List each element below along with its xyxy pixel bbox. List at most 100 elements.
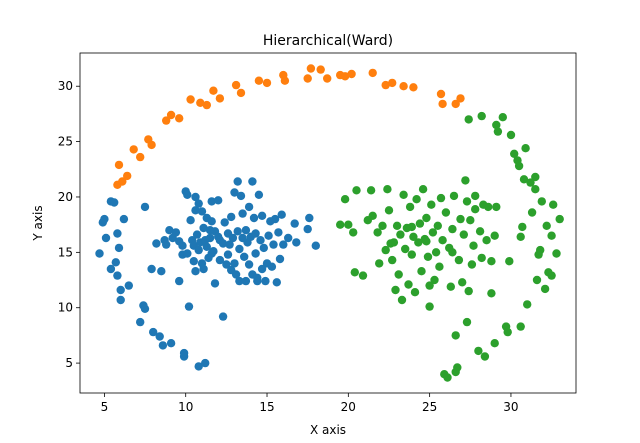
- scatter-point: [227, 212, 236, 222]
- scatter-point: [471, 191, 480, 201]
- scatter-point: [136, 317, 145, 327]
- y-tick-label: 20: [58, 190, 73, 204]
- scatter-point: [368, 211, 377, 220]
- scatter-point: [305, 213, 314, 223]
- scatter-point: [446, 282, 455, 291]
- x-tick-label: 20: [341, 400, 356, 414]
- scatter-point: [428, 228, 438, 237]
- scatter-point: [526, 178, 535, 187]
- scatter-point: [230, 188, 239, 197]
- scatter-point: [186, 95, 195, 104]
- scatter-point: [340, 72, 350, 81]
- scatter-point: [373, 228, 382, 237]
- scatter-point: [401, 244, 410, 254]
- scatter-point: [422, 213, 431, 223]
- scatter-point: [235, 244, 244, 254]
- scatter-point: [523, 300, 532, 309]
- scatter-point: [441, 208, 451, 217]
- scatter-point: [149, 327, 158, 337]
- scatter-point: [542, 221, 551, 230]
- scatter-point: [191, 267, 200, 276]
- scatter-point: [480, 352, 490, 361]
- scatter-point: [407, 250, 416, 259]
- scatter-point: [399, 190, 408, 199]
- scatter-point: [113, 229, 122, 238]
- scatter-point: [484, 202, 493, 212]
- scatter-point: [531, 172, 540, 182]
- scatter-point: [201, 358, 210, 368]
- scatter-point: [487, 289, 496, 298]
- scatter-point: [409, 83, 418, 92]
- scatter-point: [347, 69, 356, 79]
- scatter-point: [453, 363, 462, 372]
- scatter-point: [516, 232, 525, 241]
- scatter-point: [116, 285, 125, 295]
- scatter-point: [378, 221, 387, 230]
- scatter-point: [383, 185, 392, 194]
- scatter-point: [254, 76, 264, 85]
- scatter-point: [269, 240, 278, 249]
- scatter-point: [275, 254, 285, 264]
- scatter-point: [531, 185, 540, 194]
- scatter-point: [233, 227, 242, 236]
- scatter-point: [114, 160, 124, 170]
- scatter-point: [427, 200, 436, 209]
- scatter-point: [114, 243, 124, 253]
- scatter-point: [456, 94, 465, 103]
- scatter-point: [435, 262, 444, 271]
- scatter-point: [443, 373, 452, 382]
- scatter-point: [119, 214, 129, 224]
- scatter-point: [404, 280, 413, 289]
- scatter-point: [519, 175, 529, 184]
- scatter-point: [466, 216, 475, 225]
- scatter-point: [162, 240, 171, 249]
- scatter-point: [223, 250, 233, 259]
- scatter-point: [358, 271, 368, 280]
- scatter-point: [349, 228, 358, 237]
- scatter-point: [388, 78, 397, 88]
- scatter-point: [477, 253, 486, 263]
- scatter-point: [218, 239, 228, 248]
- scatter-point: [498, 113, 507, 122]
- scatter-point: [194, 362, 203, 371]
- scatter-point: [259, 243, 268, 253]
- scatter-point: [155, 332, 164, 341]
- scatter-point: [272, 278, 281, 287]
- scatter-point: [422, 237, 431, 246]
- scatter-point: [262, 78, 272, 88]
- scatter-point: [129, 145, 138, 154]
- scatter-point: [505, 257, 514, 266]
- scatter-point: [231, 80, 241, 90]
- scatter-point: [303, 224, 312, 234]
- scatter-point: [147, 264, 156, 274]
- scatter-point: [436, 193, 446, 203]
- scatter-point: [388, 255, 397, 265]
- scatter-point: [183, 190, 192, 199]
- scatter-point: [415, 219, 425, 228]
- scatter-point: [257, 211, 267, 220]
- scatter-point: [158, 341, 168, 350]
- scatter-point: [490, 339, 499, 348]
- scatter-point: [462, 197, 472, 206]
- scatter-point: [344, 220, 353, 229]
- scatter-point: [194, 199, 203, 208]
- scatter-point: [251, 249, 260, 258]
- scatter-point: [417, 267, 426, 276]
- scatter-point: [140, 202, 150, 212]
- scatter-point: [436, 89, 446, 99]
- scatter-point: [218, 312, 228, 321]
- scatter-point: [547, 231, 556, 240]
- scatter-point: [202, 100, 211, 110]
- y-tick-label: 30: [58, 79, 73, 93]
- scatter-point: [207, 249, 216, 258]
- x-tick-label: 30: [503, 400, 518, 414]
- scatter-point: [100, 214, 109, 224]
- scatter-point: [157, 267, 166, 276]
- scatter-point: [249, 213, 259, 223]
- scatter-point: [405, 202, 415, 212]
- scatter-point: [414, 238, 423, 247]
- scatter-point: [510, 149, 519, 158]
- y-axis-label: Y axis: [31, 205, 45, 241]
- x-tick-label: 10: [178, 400, 193, 414]
- scatter-point: [202, 242, 211, 251]
